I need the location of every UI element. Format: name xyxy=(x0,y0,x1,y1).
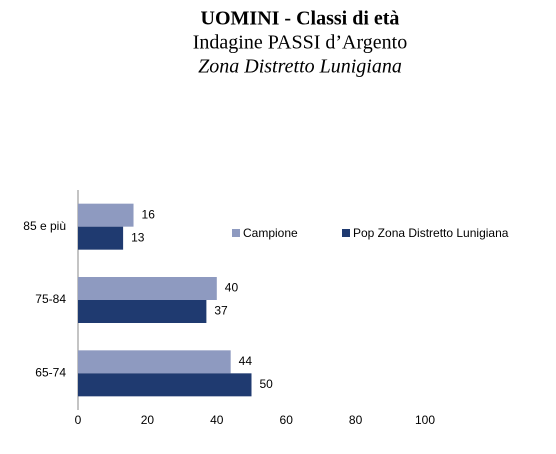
chart-subtitle: Zona Distretto Lunigiana xyxy=(198,56,402,78)
value-label: 37 xyxy=(214,304,228,318)
y-tick-label: 65-74 xyxy=(35,366,66,380)
bar xyxy=(78,277,217,300)
y-tick-label: 85 e più xyxy=(23,219,66,233)
x-tick-label: 100 xyxy=(415,413,435,427)
legend-label: Pop Zona Distretto Lunigiana xyxy=(353,226,509,240)
y-tick-label: 75-84 xyxy=(35,292,66,306)
chart-title: UOMINI - Classi di età xyxy=(201,8,400,30)
legend-swatch xyxy=(342,229,350,237)
value-label: 16 xyxy=(142,207,156,221)
value-label: 44 xyxy=(239,354,253,368)
value-label: 50 xyxy=(260,377,274,391)
x-tick-label: 0 xyxy=(75,413,82,427)
chart-subtitle: Indagine PASSI d’Argento xyxy=(193,32,407,54)
legend-label: Campione xyxy=(243,226,298,240)
x-tick-label: 60 xyxy=(280,413,294,427)
x-tick-label: 40 xyxy=(210,413,224,427)
bar xyxy=(78,226,124,250)
bar xyxy=(78,203,134,227)
x-tick-label: 20 xyxy=(141,413,155,427)
legend-swatch xyxy=(232,229,240,237)
value-label: 40 xyxy=(225,281,239,295)
value-label: 13 xyxy=(131,230,145,244)
x-tick-label: 80 xyxy=(349,413,363,427)
bar xyxy=(78,350,231,374)
bar xyxy=(78,300,207,323)
bar xyxy=(78,373,252,397)
